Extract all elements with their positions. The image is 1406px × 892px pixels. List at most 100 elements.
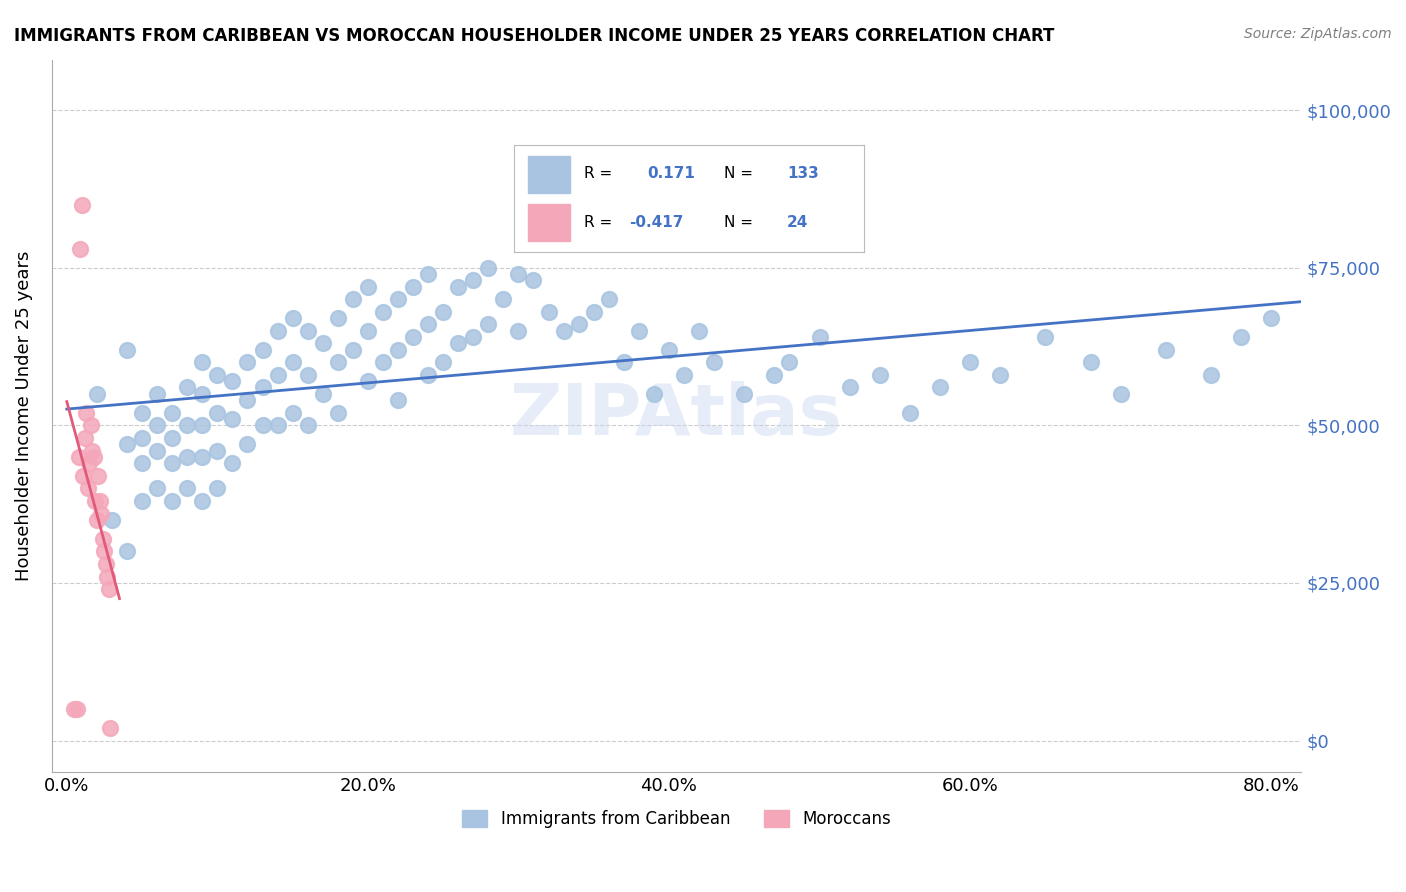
Point [568, 318, 591, 332]
Point [146, 418, 169, 433]
Point [312, 336, 335, 351]
Point [613, 355, 636, 369]
Point [191, 386, 214, 401]
Point [1230, 330, 1253, 344]
Point [191, 355, 214, 369]
Point [297, 368, 319, 382]
Point [87, 468, 110, 483]
Point [131, 456, 153, 470]
Point [959, 355, 981, 369]
Point [266, 418, 288, 433]
Point [582, 305, 605, 319]
Point [492, 292, 515, 306]
Point [402, 279, 425, 293]
Point [326, 406, 349, 420]
Point [191, 418, 214, 433]
Point [101, 513, 124, 527]
Point [77, 481, 100, 495]
Point [733, 386, 755, 401]
Point [207, 406, 229, 420]
Point [929, 380, 952, 394]
Point [432, 355, 454, 369]
Point [221, 412, 243, 426]
Point [131, 431, 153, 445]
Point [66, 702, 89, 716]
Point [281, 355, 304, 369]
Point [598, 292, 620, 306]
Point [131, 406, 153, 420]
Point [703, 355, 725, 369]
Point [115, 343, 138, 357]
Point [688, 324, 710, 338]
Point [176, 450, 198, 464]
Point [281, 311, 304, 326]
Point [1154, 343, 1177, 357]
Point [371, 355, 394, 369]
Point [63, 702, 86, 716]
Point [90, 507, 112, 521]
Point [402, 330, 425, 344]
Point [176, 380, 198, 394]
Point [236, 393, 259, 408]
Point [115, 544, 138, 558]
Point [387, 292, 409, 306]
Point [252, 380, 274, 394]
Point [131, 494, 153, 508]
Point [387, 343, 409, 357]
Point [83, 450, 105, 464]
Point [207, 443, 229, 458]
Point [221, 456, 243, 470]
Point [778, 355, 800, 369]
Point [80, 418, 103, 433]
Point [838, 380, 860, 394]
Point [387, 393, 409, 408]
Point [1033, 330, 1056, 344]
Point [79, 456, 101, 470]
Point [416, 318, 439, 332]
Point [86, 386, 108, 401]
Point [160, 406, 183, 420]
Point [160, 431, 183, 445]
Point [477, 318, 499, 332]
Point [146, 481, 169, 495]
Point [869, 368, 891, 382]
Point [312, 386, 335, 401]
Point [808, 330, 831, 344]
Point [75, 406, 97, 420]
Point [522, 273, 544, 287]
Point [416, 267, 439, 281]
Point [508, 324, 530, 338]
Point [73, 431, 96, 445]
Point [191, 450, 214, 464]
Point [97, 582, 120, 597]
Legend: Immigrants from Caribbean, Moroccans: Immigrants from Caribbean, Moroccans [456, 804, 897, 835]
Point [432, 305, 454, 319]
Point [94, 557, 117, 571]
Point [627, 324, 650, 338]
Point [297, 418, 319, 433]
Point [281, 406, 304, 420]
Point [67, 450, 90, 464]
Point [96, 569, 118, 583]
Point [160, 456, 183, 470]
Point [69, 242, 91, 256]
Point [371, 305, 394, 319]
Point [553, 324, 575, 338]
Point [100, 721, 122, 735]
Point [898, 406, 921, 420]
Point [416, 368, 439, 382]
Point [146, 386, 169, 401]
Point [84, 494, 107, 508]
Point [266, 324, 288, 338]
Text: IMMIGRANTS FROM CARIBBEAN VS MOROCCAN HOUSEHOLDER INCOME UNDER 25 YEARS CORRELAT: IMMIGRANTS FROM CARIBBEAN VS MOROCCAN HO… [14, 27, 1054, 45]
Point [342, 343, 364, 357]
Point [342, 292, 364, 306]
Point [658, 343, 681, 357]
Point [146, 443, 169, 458]
Point [82, 443, 104, 458]
Point [1260, 311, 1282, 326]
Point [115, 437, 138, 451]
Point [221, 374, 243, 388]
Point [357, 374, 380, 388]
Point [326, 311, 349, 326]
